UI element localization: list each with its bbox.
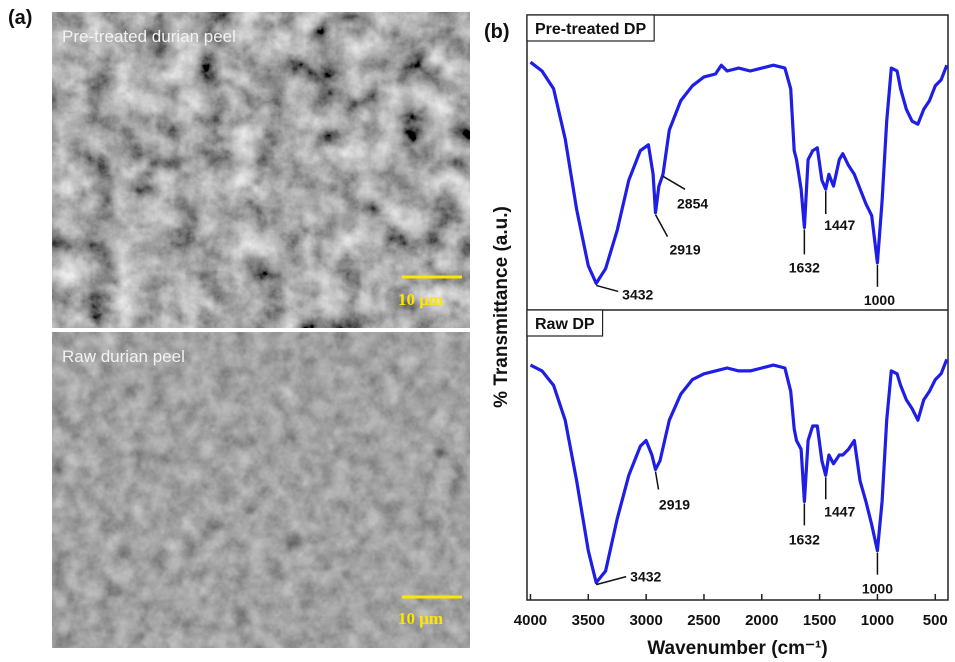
annotation-label: 2854: [677, 195, 708, 211]
x-tick-label: 500: [923, 612, 948, 629]
sem-texture: [52, 12, 470, 328]
y-axis-label: % Transmittance (a.u.): [491, 206, 512, 408]
annotation-label: 2919: [669, 242, 700, 258]
x-tick-label: 4000: [514, 612, 547, 629]
x-tick-label: 3000: [629, 612, 662, 629]
annotation-leader: [595, 284, 619, 293]
annotation-label: 2919: [659, 497, 690, 513]
annotation-label: 1000: [864, 292, 895, 308]
annotation-leader: [654, 471, 660, 490]
annotation-label: 1000: [862, 581, 893, 597]
x-tick-label: 2500: [687, 612, 720, 629]
annotation-label: 1632: [789, 259, 820, 275]
subplot-title: Raw DP: [535, 316, 595, 333]
sem-texture: [52, 332, 470, 648]
x-tick-label: 1500: [803, 612, 836, 629]
subplot-title: Pre-treated DP: [535, 21, 646, 38]
annotation-leader: [654, 214, 669, 238]
spectrum-line: [529, 358, 949, 585]
x-tick-label: 3500: [572, 612, 605, 629]
plot-frame: [526, 14, 949, 601]
panel-label: (b): [484, 21, 510, 43]
image-caption: Pre-treated durian peel: [62, 27, 236, 46]
title-box: [526, 309, 604, 337]
panel-label: (a): [8, 7, 32, 29]
annotation-leader: [595, 575, 627, 586]
x-axis-label: Wavenumber (cm⁻¹): [647, 638, 827, 659]
title-box: [526, 14, 655, 42]
annotation-label: 1632: [789, 531, 820, 547]
annotation-label: 3432: [622, 286, 653, 302]
image-caption: Raw durian peel: [62, 347, 185, 366]
x-tick-label: 2000: [745, 612, 778, 629]
annotation-leader: [662, 175, 686, 190]
annotation-label: 1447: [824, 217, 855, 233]
scale-label: 10 μm: [398, 609, 443, 628]
annotation-label: 3432: [630, 569, 661, 585]
spectrum-line: [529, 60, 949, 285]
x-tick-label: 1000: [861, 612, 894, 629]
spectra: Pre-treated DP343229192854163214471000Ra…: [491, 14, 949, 659]
scale-label: 10 μm: [398, 290, 443, 309]
annotation-label: 1447: [824, 503, 855, 519]
